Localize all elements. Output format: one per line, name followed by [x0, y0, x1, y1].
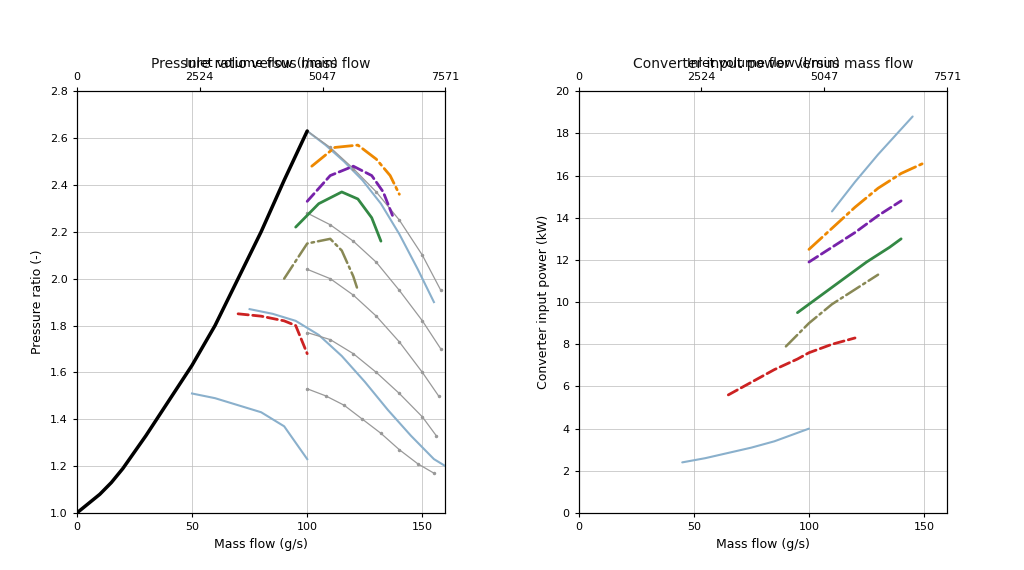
- X-axis label: Inlet volume flow (l/min): Inlet volume flow (l/min): [686, 56, 840, 70]
- X-axis label: Mass flow (g/s): Mass flow (g/s): [214, 538, 308, 551]
- Text: Compressor map: operation with converter CC-3001: Compressor map: operation with converter…: [12, 13, 501, 30]
- Y-axis label: Converter input power (kW): Converter input power (kW): [537, 215, 550, 389]
- Text: Converter input power versus mass flow: Converter input power versus mass flow: [633, 57, 913, 71]
- Y-axis label: Pressure ratio (-): Pressure ratio (-): [32, 250, 44, 355]
- X-axis label: Mass flow (g/s): Mass flow (g/s): [716, 538, 810, 551]
- X-axis label: Inlet volume flow (l/min): Inlet volume flow (l/min): [184, 56, 338, 70]
- Text: Pressure ratio versus mass flow: Pressure ratio versus mass flow: [152, 57, 371, 71]
